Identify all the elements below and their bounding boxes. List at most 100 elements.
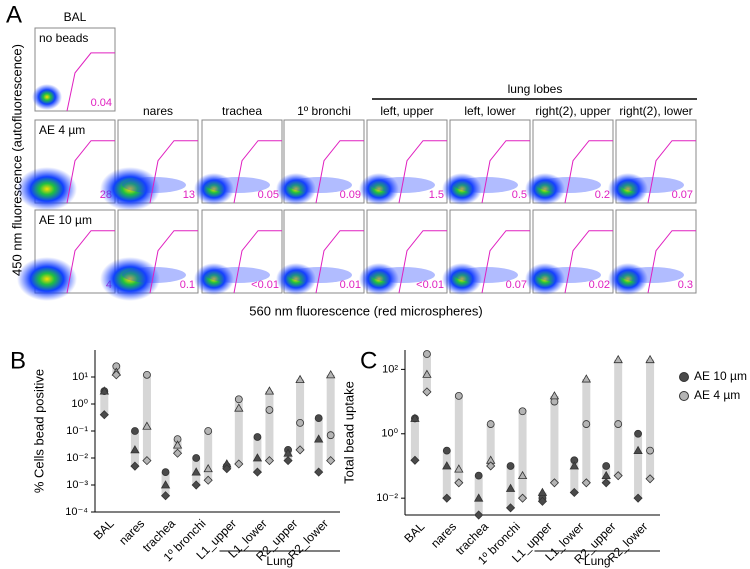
marker bbox=[486, 420, 495, 428]
y-tick-label: 10¹ bbox=[72, 371, 88, 383]
range-bar bbox=[646, 359, 655, 479]
density bbox=[608, 173, 648, 205]
marker bbox=[264, 456, 275, 466]
marker bbox=[295, 445, 305, 455]
marker bbox=[326, 456, 336, 466]
density bbox=[454, 177, 518, 193]
gate-value: <0.01 bbox=[251, 279, 279, 291]
column-header: nares bbox=[143, 104, 173, 118]
flow-plot bbox=[525, 209, 614, 295]
range-bar bbox=[442, 450, 451, 499]
y-tick-label: 10⁻² bbox=[376, 492, 398, 504]
range-bar bbox=[100, 391, 109, 415]
marker bbox=[296, 418, 304, 427]
gate-value: 13 bbox=[183, 189, 195, 201]
y-tick-label: 10⁰ bbox=[71, 398, 88, 410]
density bbox=[359, 173, 399, 205]
gate-value: 0.01 bbox=[340, 279, 361, 291]
flow-plot bbox=[194, 209, 283, 295]
marker bbox=[204, 427, 213, 435]
gate bbox=[398, 140, 447, 204]
density bbox=[537, 267, 601, 283]
marker bbox=[99, 386, 110, 395]
marker bbox=[252, 453, 263, 462]
range-bar bbox=[454, 395, 463, 483]
y-tick-label: 10⁰ bbox=[381, 428, 398, 440]
marker bbox=[295, 374, 305, 384]
range-bar bbox=[582, 379, 591, 483]
marker bbox=[517, 493, 528, 503]
column-header: right(2), lower bbox=[619, 104, 692, 118]
marker bbox=[423, 350, 431, 358]
marker bbox=[131, 427, 139, 435]
marker bbox=[614, 420, 623, 428]
gate-value: 0.2 bbox=[595, 189, 610, 201]
marker bbox=[253, 433, 262, 441]
density bbox=[276, 263, 316, 295]
flow-plot bbox=[17, 209, 116, 301]
flow-plot bbox=[442, 119, 531, 205]
density bbox=[442, 173, 482, 205]
marker bbox=[252, 467, 263, 477]
column-header: left, upper bbox=[380, 104, 433, 118]
density bbox=[206, 267, 270, 283]
density bbox=[288, 267, 352, 283]
marker bbox=[569, 487, 579, 498]
range-bar bbox=[614, 359, 623, 476]
marker bbox=[130, 461, 140, 471]
marker bbox=[454, 464, 464, 473]
legend-marker bbox=[679, 391, 689, 401]
density bbox=[359, 263, 399, 295]
flow-plot bbox=[442, 209, 531, 295]
marker bbox=[283, 456, 293, 466]
group-label: Lung bbox=[266, 554, 293, 568]
flow-plot bbox=[608, 119, 697, 205]
marker bbox=[549, 391, 560, 400]
marker bbox=[581, 478, 591, 488]
marker bbox=[172, 448, 183, 458]
marker bbox=[410, 455, 420, 465]
gate bbox=[315, 230, 364, 294]
flow-plot bbox=[100, 119, 199, 211]
marker bbox=[633, 445, 643, 455]
density bbox=[620, 177, 684, 193]
gate bbox=[564, 230, 613, 294]
gate bbox=[647, 230, 696, 294]
flow-plot bbox=[276, 119, 365, 205]
density bbox=[525, 173, 565, 205]
x-tick-label: BAL bbox=[401, 519, 427, 545]
marker bbox=[486, 461, 496, 471]
marker bbox=[160, 491, 171, 501]
density bbox=[525, 263, 565, 295]
marker bbox=[569, 461, 580, 470]
range-bar bbox=[410, 418, 419, 461]
marker bbox=[505, 483, 516, 492]
range-bar bbox=[634, 433, 643, 499]
density bbox=[371, 177, 435, 193]
gate-value: 0.07 bbox=[506, 279, 527, 291]
flow-plot bbox=[359, 209, 448, 295]
marker bbox=[203, 463, 213, 473]
gate bbox=[66, 52, 115, 112]
range-bar bbox=[234, 399, 243, 464]
gate bbox=[149, 230, 198, 294]
marker bbox=[634, 429, 642, 438]
density bbox=[122, 177, 186, 193]
marker bbox=[172, 440, 183, 449]
x-tick-label: BAL bbox=[91, 516, 117, 542]
marker bbox=[192, 454, 201, 462]
gate-value: 0.1 bbox=[180, 279, 195, 291]
marker bbox=[142, 421, 152, 430]
gate-value: <0.01 bbox=[416, 279, 444, 291]
flow-plot bbox=[276, 209, 365, 295]
gate bbox=[66, 230, 115, 294]
group-label: lung lobes bbox=[508, 82, 563, 96]
flow-plot bbox=[17, 119, 116, 211]
marker bbox=[442, 446, 451, 455]
marker bbox=[191, 467, 201, 476]
gate bbox=[149, 140, 198, 204]
density bbox=[276, 173, 316, 205]
legend-marker bbox=[679, 372, 689, 382]
marker bbox=[537, 487, 548, 496]
density bbox=[17, 167, 77, 211]
